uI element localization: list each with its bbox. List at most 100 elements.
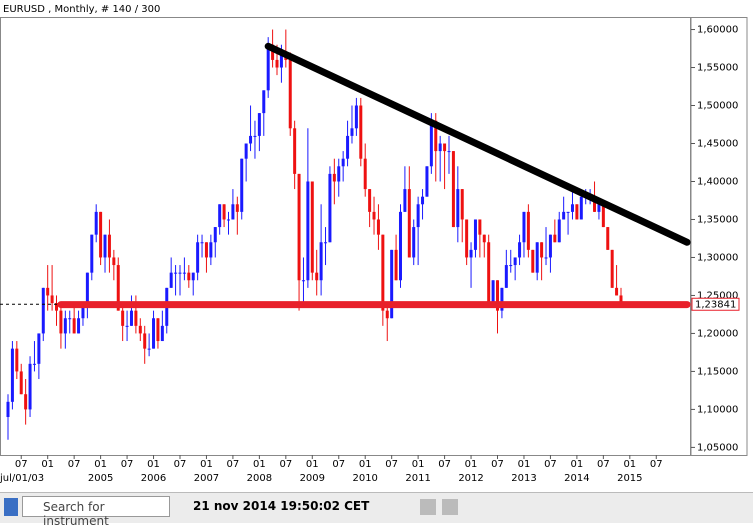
candle-body [196, 242, 200, 273]
x-tick-label: 07 [544, 459, 557, 470]
candle-body [425, 166, 429, 197]
candle-body [301, 280, 305, 282]
x-tick-label: 01 [571, 459, 584, 470]
candle-body [55, 303, 59, 311]
candle-body [191, 272, 195, 281]
candle-body [496, 280, 500, 311]
candle-body [376, 219, 380, 235]
candle-body [204, 242, 208, 258]
candle-body [103, 234, 107, 258]
y-tick-label: 1,10000 [697, 404, 738, 415]
candle-body [434, 120, 438, 152]
tool-button[interactable] [442, 499, 458, 515]
candle-body [85, 272, 89, 304]
x-tick-label: 07 [227, 459, 240, 470]
y-tick-label: 1,50000 [697, 101, 738, 112]
candle-body [447, 151, 451, 153]
candle-body [544, 257, 548, 259]
x-tick-label: 07 [438, 459, 451, 470]
candle-body [266, 44, 270, 91]
candle-body [500, 287, 504, 311]
timestamp: 21 nov 2014 19:50:02 CET [193, 499, 370, 513]
candle-body [324, 242, 328, 244]
candle-body [152, 318, 156, 349]
candle-body [315, 272, 319, 281]
candle-body [129, 310, 133, 326]
x-tick-label: 07 [174, 459, 187, 470]
candle-body [416, 204, 420, 228]
candle-body [346, 135, 350, 159]
candle-body [297, 173, 301, 281]
candle-body [451, 151, 455, 228]
x-tick-label: 01 [200, 459, 213, 470]
year-label: 2014 [564, 473, 589, 484]
candle-body [19, 371, 23, 395]
x-tick-label: 01 [465, 459, 478, 470]
candle-body [143, 333, 147, 349]
candle-body [407, 189, 411, 258]
x-tick-label: 07 [68, 459, 81, 470]
year-label: 2015 [617, 473, 642, 484]
candle-body [257, 113, 261, 136]
candle-body [125, 325, 129, 327]
candle-body [412, 227, 416, 258]
candle-body [249, 135, 253, 144]
candle-body [94, 211, 98, 235]
candle-body [209, 242, 213, 258]
candle-body [482, 234, 486, 243]
candle-body [81, 303, 85, 319]
candle-body [491, 280, 495, 304]
search-box[interactable]: Search for instrument [22, 496, 170, 528]
candle-body [90, 234, 94, 273]
candle-body [513, 257, 517, 266]
x-tick-label: 07 [279, 459, 292, 470]
tool-button[interactable] [420, 499, 436, 515]
candle-body [575, 204, 579, 220]
candle-body [253, 135, 257, 137]
candle-body [112, 257, 116, 266]
cursor-date: jul/01/03 [0, 473, 44, 484]
candle-body [398, 211, 402, 281]
candle-body [601, 204, 605, 228]
x-tick-label: 01 [253, 459, 266, 470]
candle-body [10, 348, 14, 402]
candle-body [244, 143, 248, 159]
candle-body [240, 158, 244, 212]
candle-body [218, 204, 222, 228]
candle-body [63, 318, 67, 334]
candle-body [341, 158, 345, 167]
candle-body [522, 211, 526, 243]
candle-body [147, 348, 151, 350]
x-tick-label: 07 [121, 459, 134, 470]
year-label: 2006 [141, 473, 166, 484]
x-tick-label: 01 [306, 459, 319, 470]
candle-body [403, 189, 407, 212]
candle-body [570, 204, 574, 212]
candle-body [77, 318, 81, 334]
candle-body [473, 219, 477, 250]
x-tick-label: 01 [623, 459, 636, 470]
price-axis [690, 17, 748, 456]
candle-body [593, 196, 597, 212]
candle-body [548, 234, 552, 258]
y-tick-label: 1,20000 [697, 328, 738, 339]
candle-body [72, 318, 76, 334]
candle-body [169, 272, 173, 288]
candle-body [359, 105, 363, 159]
candle-body [306, 181, 310, 281]
candle-body [438, 143, 442, 152]
candle-body [372, 211, 376, 220]
x-tick-label: 01 [147, 459, 160, 470]
candle-body [50, 295, 54, 304]
candle-body [32, 363, 36, 365]
candle-body [235, 204, 239, 212]
y-tick-label: 1,35000 [697, 214, 738, 225]
y-tick-label: 1,05000 [697, 442, 738, 453]
candle-body [478, 219, 482, 235]
y-tick-label: 1,60000 [697, 25, 738, 36]
icon[interactable] [4, 498, 18, 516]
year-label: 2005 [88, 473, 113, 484]
price-tag [691, 297, 740, 311]
candle-body [200, 242, 204, 244]
